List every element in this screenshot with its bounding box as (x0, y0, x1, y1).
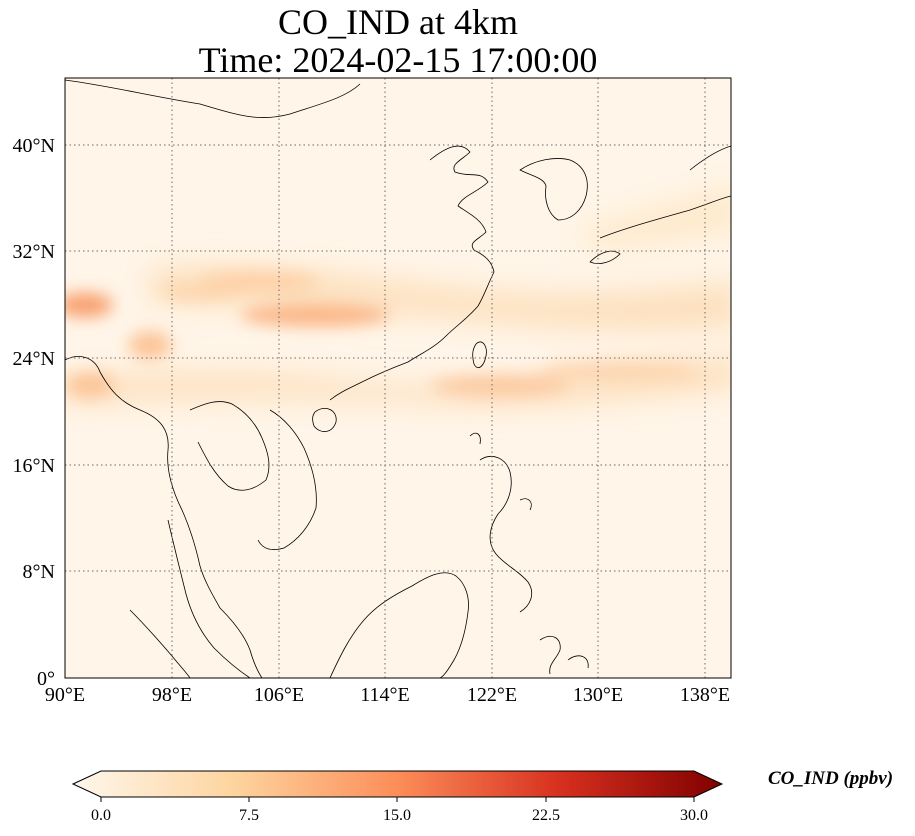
lat-tick-label: 24°N (13, 348, 55, 370)
plot-subtitle: Time: 2024-02-15 17:00:00 (198, 40, 598, 80)
lat-tick-label: 16°N (13, 455, 55, 477)
colorbar-tick-label: 7.5 (239, 807, 259, 824)
lon-tick-label: 98°E (152, 684, 192, 706)
colorbar-label: CO_IND (ppbv) (768, 768, 894, 789)
lat-tick-label: 32°N (13, 241, 55, 263)
lon-tick-label: 122°E (467, 684, 517, 706)
colorbar: 0.0 7.5 15.0 22.5 30.0 (71, 770, 724, 824)
latitude-axis: 0° 8°N 16°N 24°N 32°N 40°N (13, 135, 55, 690)
lat-tick-label: 8°N (23, 561, 55, 583)
gridlines (65, 78, 731, 678)
colorbar-tick-label: 30.0 (680, 807, 708, 824)
lon-tick-label: 130°E (573, 684, 623, 706)
lat-tick-label: 0° (37, 668, 55, 690)
lon-tick-label: 90°E (45, 684, 85, 706)
map-frame (64, 77, 732, 679)
colorbar-gradient (71, 770, 724, 798)
lon-tick-label: 138°E (680, 684, 730, 706)
colorbar-tick-label: 22.5 (532, 807, 560, 824)
coastlines (65, 79, 731, 678)
colorbar-tick-label: 0.0 (91, 807, 111, 824)
lon-tick-label: 114°E (360, 684, 409, 706)
longitude-axis: 90°E 98°E 106°E 114°E 122°E 130°E 138°E (45, 684, 730, 706)
colorbar-tick-label: 15.0 (383, 807, 411, 824)
co-concentration-field (65, 78, 731, 678)
plot-title: CO_IND at 4km (278, 2, 518, 42)
lon-tick-label: 106°E (254, 684, 304, 706)
lat-tick-label: 40°N (13, 135, 55, 157)
